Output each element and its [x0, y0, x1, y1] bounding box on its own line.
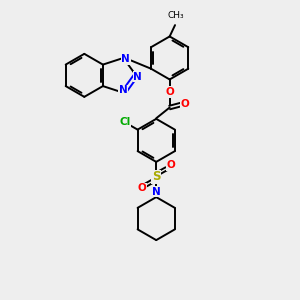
- Text: N: N: [133, 72, 142, 82]
- Text: N: N: [152, 187, 161, 197]
- Text: CH₃: CH₃: [168, 11, 184, 20]
- Text: O: O: [166, 160, 175, 170]
- Text: Cl: Cl: [119, 118, 131, 128]
- Text: N: N: [122, 54, 130, 64]
- Text: S: S: [152, 170, 160, 183]
- Text: N: N: [119, 85, 128, 95]
- Text: O: O: [137, 183, 146, 193]
- Text: O: O: [180, 99, 189, 109]
- Text: O: O: [165, 87, 174, 97]
